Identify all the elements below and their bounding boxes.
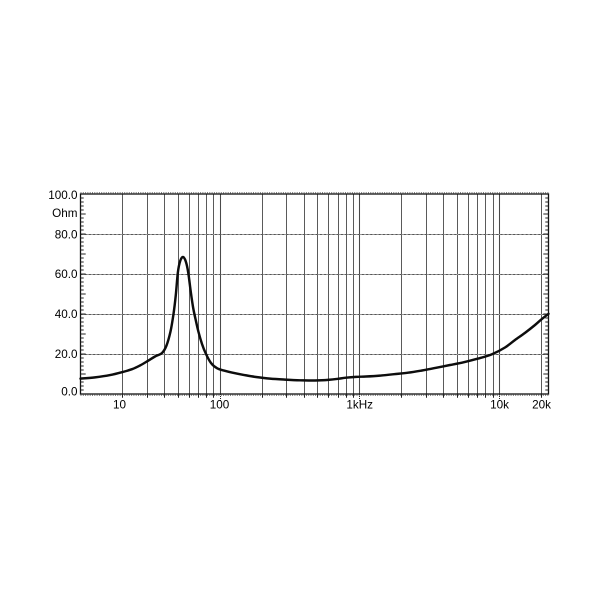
svg-text:40.0: 40.0 <box>55 308 78 321</box>
svg-text:100.0: 100.0 <box>48 189 78 202</box>
svg-text:Ohm: Ohm <box>52 207 77 220</box>
svg-text:10: 10 <box>113 399 127 412</box>
svg-text:20k: 20k <box>532 399 551 412</box>
svg-text:1kHz: 1kHz <box>346 399 373 412</box>
svg-text:60.0: 60.0 <box>55 268 78 281</box>
svg-text:100: 100 <box>210 399 230 412</box>
svg-text:0.0: 0.0 <box>61 386 78 399</box>
svg-text:10k: 10k <box>490 399 509 412</box>
svg-text:20.0: 20.0 <box>55 348 78 361</box>
svg-text:80.0: 80.0 <box>55 228 78 241</box>
